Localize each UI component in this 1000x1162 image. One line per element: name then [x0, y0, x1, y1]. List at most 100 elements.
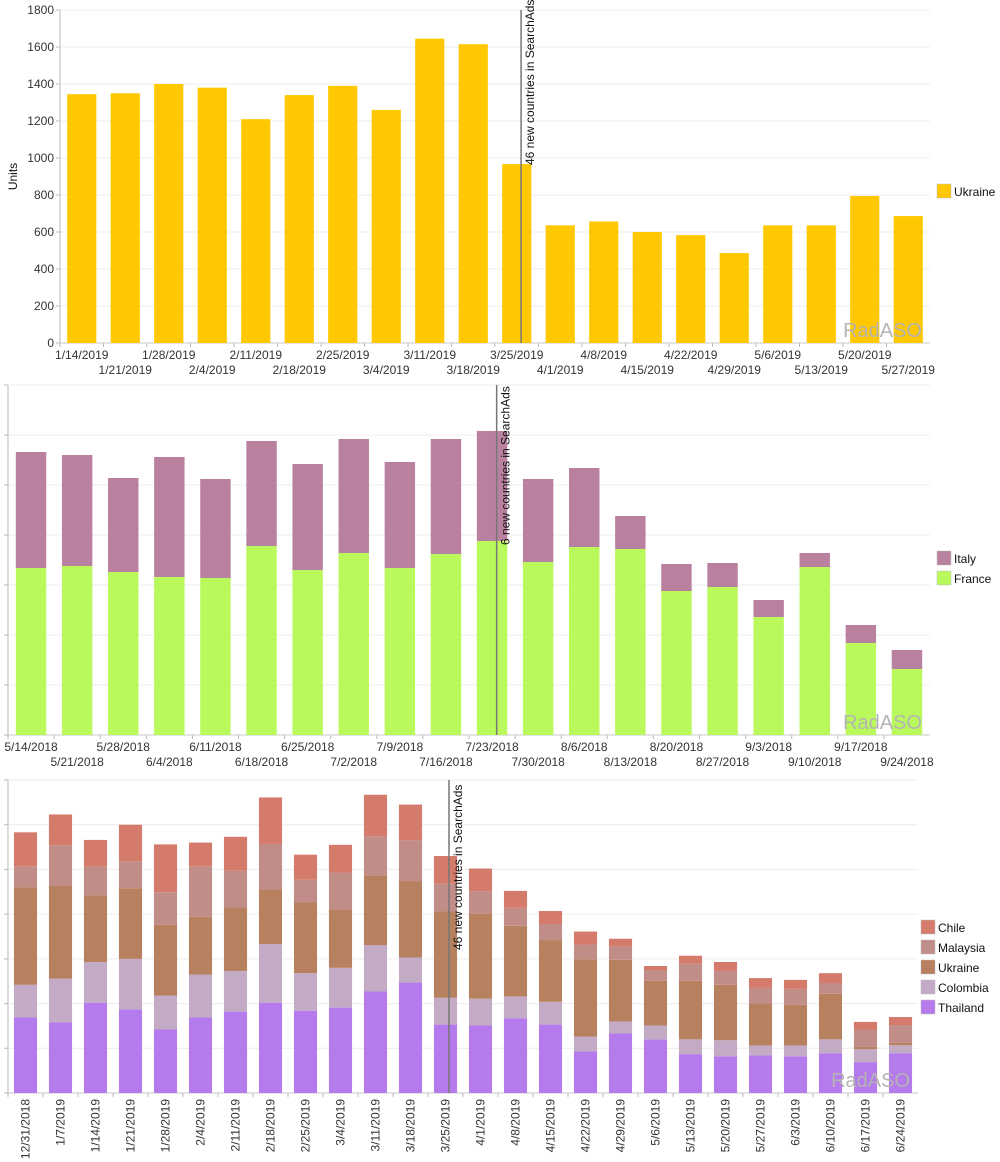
x-tick-label: 4/8/2019 [580, 348, 627, 362]
x-tick-label: 6/3/2019 [789, 1099, 803, 1146]
bar-ukraine [241, 119, 271, 344]
watermark: RadASO [843, 712, 922, 734]
x-tick-label: 3/25/2019 [439, 1099, 453, 1153]
x-tick-label: 2/11/2019 [230, 348, 283, 362]
x-tick-label: 6/17/2019 [859, 1099, 873, 1153]
x-tick-label: 2/11/2019 [229, 1099, 243, 1152]
bar-colombia [748, 1045, 773, 1056]
x-tick-label: 2/4/2019 [189, 363, 236, 377]
x-tick-label: 5/6/2019 [649, 1099, 663, 1146]
bar-chile [398, 804, 423, 841]
y-tick-label: 1600 [27, 40, 54, 54]
bar-colombia [433, 997, 458, 1025]
ukraine-units-chart: 0 200 400 600 800 1000 1200 1400 1600 1800 Units 1/… [6, 0, 996, 377]
legend-label-chile: Chile [938, 921, 966, 935]
bar-chile [328, 844, 353, 873]
bar-thailand [748, 1055, 773, 1093]
bar-france [292, 570, 323, 735]
bar-ukraine [458, 44, 488, 343]
bar-chile [713, 961, 738, 971]
x-tick-label: 3/4/2019 [334, 1099, 348, 1146]
x-tick-label: 2/4/2019 [194, 1099, 208, 1146]
bar-italy [292, 464, 323, 570]
x-tick-label: 6/25/2018 [281, 740, 335, 754]
x-tick-label: 9/17/2018 [834, 740, 888, 754]
bar-ukraine [328, 909, 353, 968]
bar-france [522, 562, 554, 735]
bar-colombia [398, 957, 423, 983]
bar-ukraine [153, 924, 178, 996]
bar-ukraine [589, 221, 619, 343]
bar-chile [748, 978, 773, 988]
y-tick-label: 200 [34, 299, 54, 313]
bar-malaysia [783, 988, 808, 1005]
bar-colombia [118, 958, 143, 1010]
bar-ukraine [468, 913, 493, 999]
bar-ukraine [632, 232, 662, 343]
bar-malaysia [293, 879, 318, 903]
bar-italy [753, 600, 784, 617]
bar-malaysia [503, 907, 528, 926]
legend-label-malaysia: Malaysia [938, 941, 986, 955]
x-tick-label: 4/15/2019 [621, 363, 675, 377]
x-tick-label: 2/25/2019 [299, 1099, 313, 1153]
legend-label-colombia: Colombia [938, 981, 989, 995]
bar-thailand [468, 1025, 493, 1093]
y-tick-label: 600 [34, 225, 54, 239]
x-tick-label: 1/21/2019 [99, 363, 153, 377]
bar-colombia [783, 1045, 808, 1057]
bar-ukraine [13, 887, 38, 985]
bar-malaysia [398, 840, 423, 882]
bar-ukraine [284, 95, 314, 343]
bar-italy [522, 479, 554, 562]
bar-malaysia [853, 1029, 878, 1047]
bar-ukraine [83, 895, 108, 962]
bar-france [246, 546, 277, 735]
bar-france [707, 587, 738, 735]
bar-ukraine [783, 1004, 808, 1046]
bar-thailand [83, 1002, 108, 1093]
bar-malaysia [153, 892, 178, 925]
bar-malaysia [643, 970, 668, 981]
bar-colombia [713, 1040, 738, 1057]
bar-malaysia [223, 870, 248, 908]
bar-france [799, 567, 830, 735]
bar-malaysia [83, 866, 108, 896]
bar-chile [83, 839, 108, 867]
bar-chile [293, 854, 318, 880]
x-tick-label: 6/11/2018 [189, 740, 242, 754]
bar-malaysia [573, 944, 598, 960]
legend-swatch-ukraine [920, 959, 936, 975]
bar-ukraine [188, 916, 213, 975]
bar-ukraine [502, 164, 532, 343]
y-tick-label: 400 [34, 262, 54, 276]
bar-ukraine [398, 881, 423, 958]
legend-swatch-colombia [920, 979, 936, 995]
bar-chile [363, 794, 388, 837]
bar-thailand [363, 991, 388, 1093]
bar-colombia [13, 984, 38, 1018]
bar-france [108, 572, 139, 735]
legend-swatch-chile [920, 919, 936, 935]
bar-malaysia [538, 923, 563, 941]
x-tick-label: 8/20/2018 [650, 740, 704, 754]
y-tick-label: 1800 [27, 3, 54, 17]
bar-thailand [538, 1024, 563, 1093]
bar-thailand [153, 1029, 178, 1093]
x-tick-label: 9/3/2018 [745, 740, 792, 754]
bar-colombia [223, 970, 248, 1012]
x-tick-label: 2/18/2019 [264, 1099, 278, 1153]
x-tick-label: 8/13/2018 [604, 755, 658, 769]
bar-france [61, 566, 93, 735]
bar-malaysia [713, 970, 738, 985]
bar-colombia [468, 998, 493, 1026]
bar-chile [13, 832, 38, 867]
x-tick-label: 5/28/2018 [97, 740, 151, 754]
bar-colombia [643, 1025, 668, 1040]
x-tick-label: 4/22/2019 [664, 348, 718, 362]
bar-malaysia [118, 861, 143, 889]
bar-italy [707, 563, 738, 587]
bar-thailand [853, 1062, 878, 1093]
bar-malaysia [363, 836, 388, 876]
bar-ukraine [197, 87, 227, 343]
